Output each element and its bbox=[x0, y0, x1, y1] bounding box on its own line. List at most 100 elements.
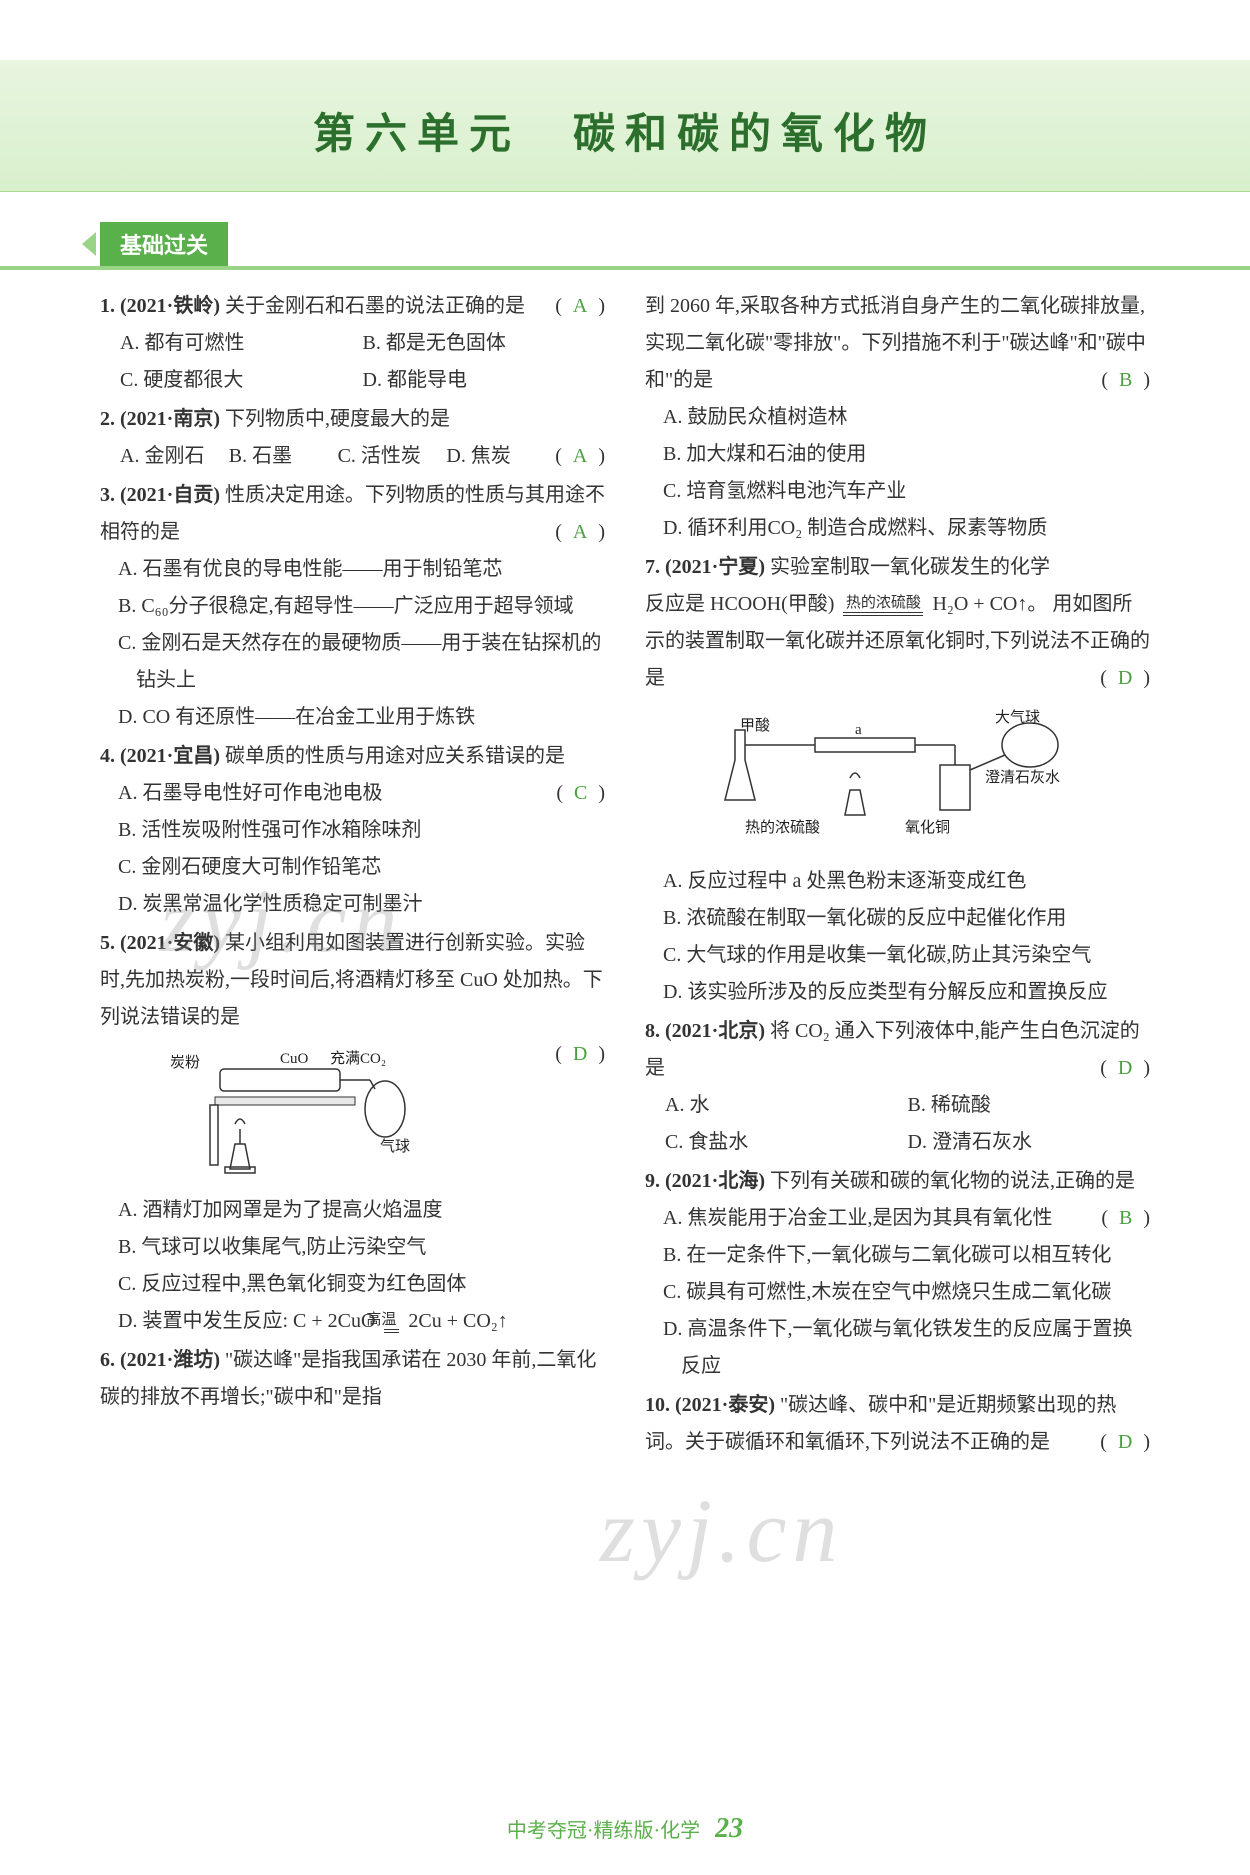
reaction-arrow: 热的浓硫酸 bbox=[843, 594, 923, 616]
qnum: 3. bbox=[100, 484, 115, 506]
source: (2021·宜昌) bbox=[120, 745, 220, 767]
opt-a: A. 鼓励民众植树造林 bbox=[645, 399, 1150, 436]
answer-paren: ( D ) bbox=[1100, 1424, 1150, 1461]
reaction: 反应是 HCOOH(甲酸) 热的浓硫酸 H₂O + CO↑。 bbox=[645, 593, 1052, 615]
answer-paren: ( C ) bbox=[556, 775, 605, 812]
section-header-row: 基础过关 bbox=[100, 222, 1150, 278]
label: 气球 bbox=[380, 1134, 410, 1162]
line bbox=[384, 1329, 399, 1330]
question-6-cont: 到 2060 年,采取各种方式抵消自身产生的二氧化碳排放量,实现二氧化碳"零排放… bbox=[645, 288, 1150, 547]
opt-d: D. 澄清石灰水 bbox=[908, 1124, 1151, 1161]
line bbox=[843, 615, 923, 616]
source: (2021·安徽) bbox=[120, 932, 220, 954]
reaction-left: 反应是 HCOOH(甲酸) bbox=[645, 593, 834, 615]
opt-b: B. C₆₀分子很稳定,有超导性——广泛应用于超导领域 bbox=[100, 588, 605, 625]
opt-a: A. 石墨导电性好可作电池电极 bbox=[100, 775, 605, 812]
opt-row: A. 都有可燃性 B. 都是无色固体 bbox=[100, 325, 605, 362]
opt-d: D. 循环利用CO₂ 制造合成燃料、尿素等物质 bbox=[645, 510, 1150, 547]
opt-d-suffix: 2Cu + CO₂↑ bbox=[408, 1310, 507, 1332]
opt-row: C. 硬度都很大 D. 都能导电 bbox=[100, 362, 605, 399]
label: 大气球 bbox=[995, 705, 1040, 733]
opt-a: A. 石墨有优良的导电性能——用于制铅笔芯 bbox=[100, 551, 605, 588]
opt-b: B. 石墨 bbox=[229, 438, 338, 475]
answer-paren: ( A ) bbox=[555, 288, 605, 325]
answer: D bbox=[1112, 1431, 1138, 1453]
opt-a: A. 金刚石 bbox=[120, 438, 229, 475]
opt-b: B. 气球可以收集尾气,防止污染空气 bbox=[100, 1229, 605, 1266]
source: (2021·铁岭) bbox=[120, 295, 220, 317]
stem: 碳单质的性质与用途对应关系错误的是 bbox=[225, 745, 565, 767]
opt-a: A. 都有可燃性 bbox=[120, 325, 363, 362]
footer-text: 中考夺冠·精练版·化学 bbox=[507, 1820, 700, 1842]
qnum: 4. bbox=[100, 745, 115, 767]
opt-d: D. 炭黑常温化学性质稳定可制墨汁 bbox=[100, 886, 605, 923]
label: 炭粉 bbox=[170, 1050, 200, 1078]
question-1: 1. (2021·铁岭) 关于金刚石和石墨的说法正确的是 ( A ) A. 都有… bbox=[100, 288, 605, 399]
qnum: 1. bbox=[100, 295, 115, 317]
section-label: 基础过关 bbox=[100, 222, 228, 266]
watermark: zyj.cn bbox=[600, 1480, 843, 1583]
qnum: 8. bbox=[645, 1020, 660, 1042]
question-7: 7. (2021·宁夏) 实验室制取一氧化碳发生的化学 反应是 HCOOH(甲酸… bbox=[645, 549, 1150, 1011]
opt-c: C. 碳具有可燃性,木炭在空气中燃烧只生成二氧化碳 bbox=[645, 1274, 1150, 1311]
label: 甲酸 bbox=[740, 713, 770, 741]
unit-title: 第六单元 碳和碳的氧化物 bbox=[0, 100, 1250, 161]
opt-d-prefix: D. 装置中发生反应: C + 2CuO bbox=[118, 1310, 380, 1332]
opt-c: C. 活性炭 bbox=[338, 438, 447, 475]
stem-p1: 实验室制取一氧化碳发生的化学 bbox=[770, 556, 1050, 578]
stem: 下列有关碳和碳的氧化物的说法,正确的是 bbox=[770, 1170, 1135, 1192]
opt-b: B. 浓硫酸在制取一氧化碳的反应中起催化作用 bbox=[645, 900, 1150, 937]
source: (2021·北海) bbox=[665, 1170, 765, 1192]
answer: A bbox=[567, 445, 593, 467]
footer: 中考夺冠·精练版·化学 23 bbox=[0, 1813, 1250, 1845]
left-column: 1. (2021·铁岭) 关于金刚石和石墨的说法正确的是 ( A ) A. 都有… bbox=[100, 288, 605, 1463]
opt-d: D. 焦炭 bbox=[446, 438, 555, 475]
page-number: 23 bbox=[715, 1813, 743, 1844]
opt-c: C. 硬度都很大 bbox=[120, 362, 363, 399]
source: (2021·宁夏) bbox=[665, 556, 765, 578]
stem: 关于金刚石和石墨的说法正确的是 bbox=[225, 295, 525, 317]
opt-d: D. CO 有还原性——在冶金工业用于炼铁 bbox=[100, 699, 605, 736]
label: CuO bbox=[280, 1046, 308, 1074]
opt-c: C. 食盐水 bbox=[665, 1124, 908, 1161]
answer: C bbox=[568, 782, 593, 804]
source: (2021·泰安) bbox=[675, 1394, 775, 1416]
answer-paren: ( D ) bbox=[555, 1036, 605, 1073]
qnum: 5. bbox=[100, 932, 115, 954]
cond: 热的浓硫酸 bbox=[846, 594, 921, 612]
answer-paren: ( D ) bbox=[1100, 660, 1150, 697]
right-column: 到 2060 年,采取各种方式抵消自身产生的二氧化碳排放量,实现二氧化碳"零排放… bbox=[645, 288, 1150, 1463]
stem-right: 到 2060 年,采取各种方式抵消自身产生的二氧化碳排放量,实现二氧化碳"零排放… bbox=[645, 295, 1146, 391]
question-6: 6. (2021·潍坊) "碳达峰"是指我国承诺在 2030 年前,二氧化碳的排… bbox=[100, 1342, 605, 1416]
label: 氧化铜 bbox=[905, 815, 950, 843]
opt-d: D. 高温条件下,一氧化碳与氧化铁发生的反应属于置换反应 bbox=[645, 1311, 1150, 1385]
answer: B bbox=[1113, 1207, 1138, 1229]
answer-paren: ( A ) bbox=[555, 514, 605, 551]
stem: 下列物质中,硬度最大的是 bbox=[225, 408, 450, 430]
opt-a: A. 酒精灯加网罩是为了提高火焰温度 bbox=[100, 1192, 605, 1229]
opt-d: D. 都能导电 bbox=[363, 362, 606, 399]
opt-b: B. 都是无色固体 bbox=[363, 325, 606, 362]
two-column-layout: 1. (2021·铁岭) 关于金刚石和石墨的说法正确的是 ( A ) A. 都有… bbox=[100, 288, 1150, 1463]
answer: A bbox=[567, 521, 593, 543]
source: (2021·自贡) bbox=[120, 484, 220, 506]
answer: D bbox=[1112, 667, 1138, 689]
question-3: 3. (2021·自贡) 性质决定用途。下列物质的性质与其用途不相符的是 ( A… bbox=[100, 477, 605, 736]
answer-paren: ( B ) bbox=[1101, 362, 1150, 399]
opt-c: C. 金刚石是天然存在的最硬物质——用于装在钻探机的钻头上 bbox=[100, 625, 605, 699]
opt-row: A. 水 B. 稀硫酸 bbox=[645, 1087, 1150, 1124]
source: (2021·南京) bbox=[120, 408, 220, 430]
opt-row: A. 金刚石 B. 石墨 C. 活性炭 D. 焦炭 bbox=[100, 438, 555, 475]
line bbox=[843, 612, 923, 613]
qnum: 2. bbox=[100, 408, 115, 430]
answer: B bbox=[1113, 369, 1138, 391]
page-container: 第六单元 碳和碳的氧化物 基础过关 1. (2021·铁岭) 关于金刚石和石墨的… bbox=[0, 0, 1250, 1875]
answer-paren: ( D ) bbox=[1100, 1050, 1150, 1087]
qnum: 9. bbox=[645, 1170, 660, 1192]
answer: D bbox=[567, 1043, 593, 1065]
q7-diagram: 甲酸 热的浓硫酸 a 氧化铜 大气球 澄清石灰水 bbox=[685, 705, 1085, 855]
answer-paren: ( A ) bbox=[555, 438, 605, 475]
opt-b: B. 在一定条件下,一氧化碳与二氧化碳可以相互转化 bbox=[645, 1237, 1150, 1274]
question-4: 4. (2021·宜昌) 碳单质的性质与用途对应关系错误的是 ( C ) A. … bbox=[100, 738, 605, 923]
opt-d: D. 该实验所涉及的反应类型有分解反应和置换反应 bbox=[645, 974, 1150, 1011]
